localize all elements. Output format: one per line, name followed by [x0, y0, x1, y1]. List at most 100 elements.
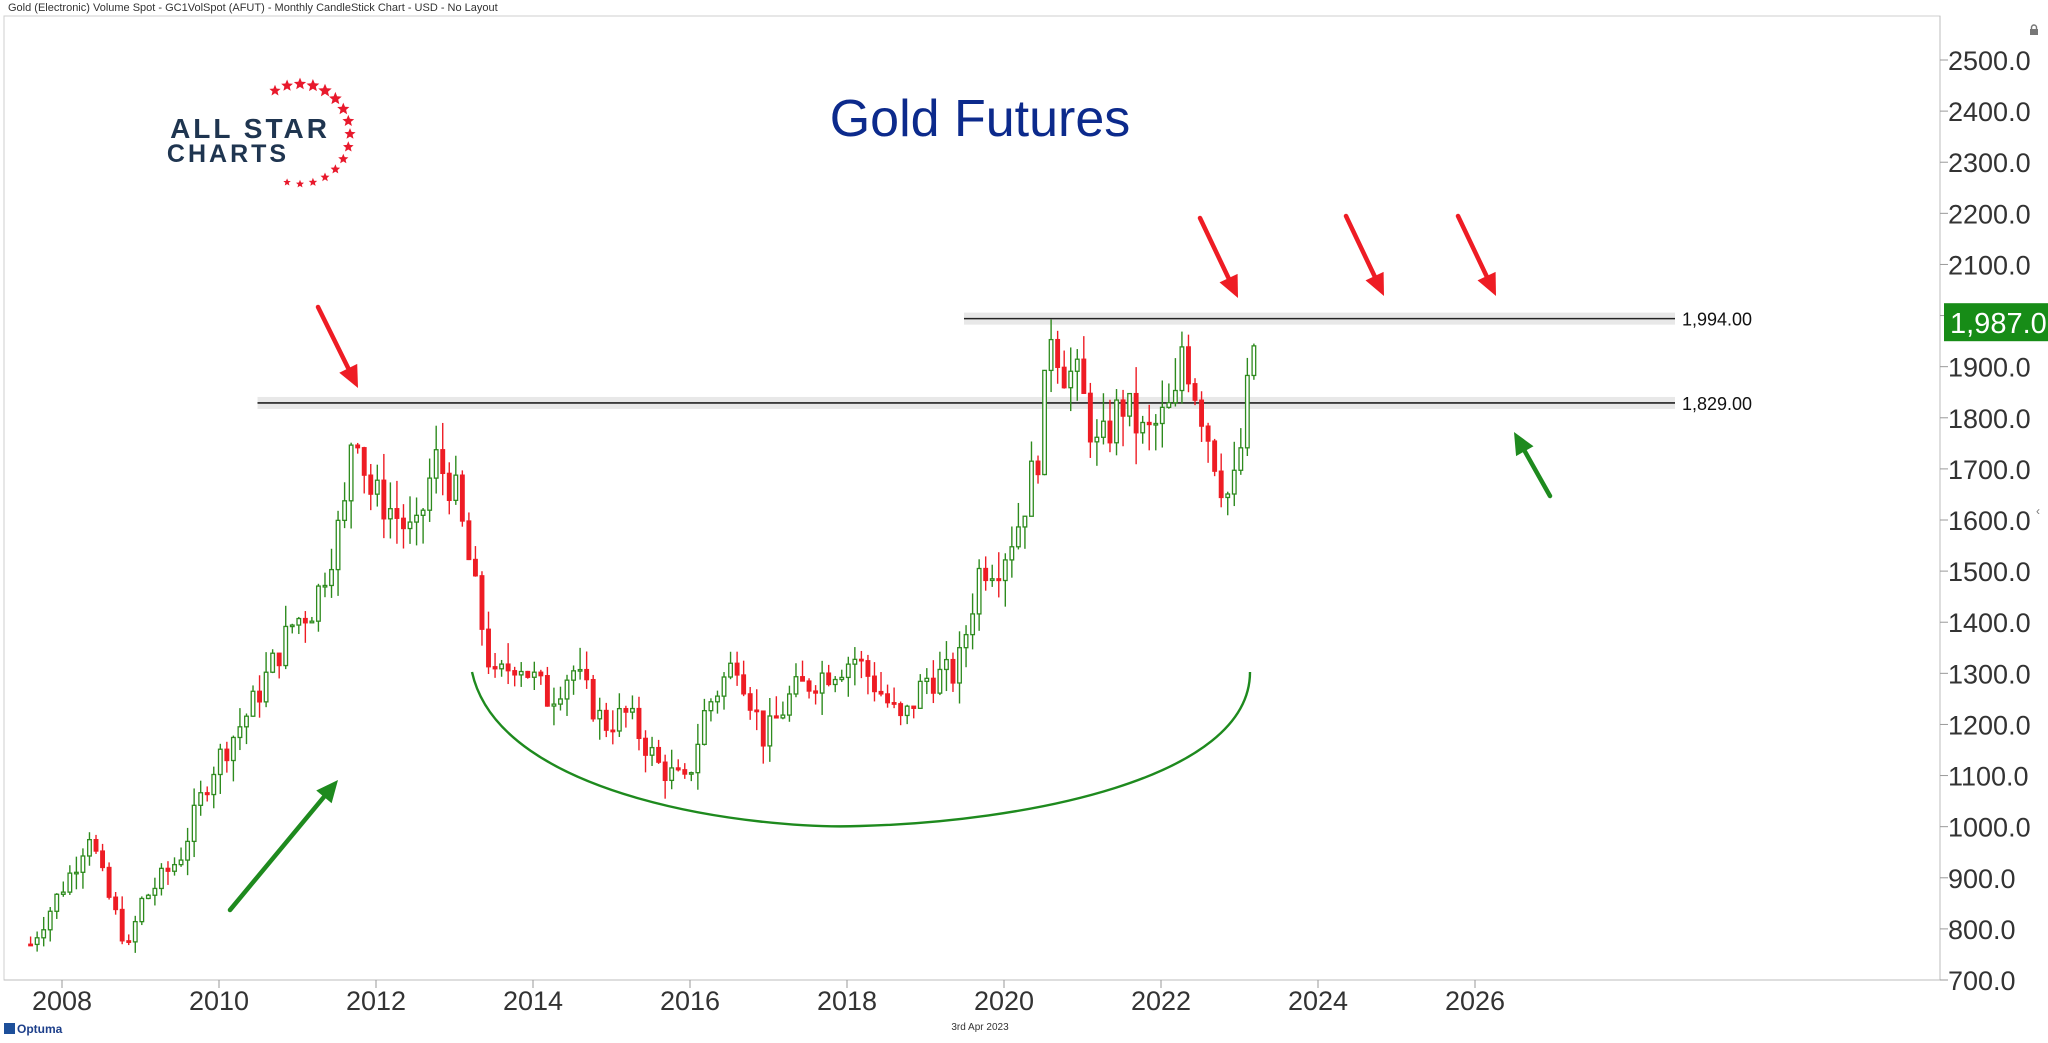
- candle: [296, 616, 302, 635]
- candle: [47, 907, 53, 942]
- collapse-handle-icon[interactable]: ‹: [2036, 504, 2040, 518]
- candle-body: [708, 701, 714, 712]
- candle: [996, 552, 1002, 598]
- optuma-icon: [4, 1023, 15, 1034]
- candle: [1002, 553, 1008, 607]
- candle: [93, 834, 99, 854]
- candle-body: [100, 850, 106, 869]
- candle-body: [970, 613, 976, 636]
- candle-body: [93, 838, 99, 852]
- candle-body: [1022, 515, 1028, 528]
- candle-body: [1205, 425, 1211, 442]
- lock-icon[interactable]: [2028, 24, 2040, 36]
- candle-body: [420, 509, 426, 516]
- candle-body: [688, 772, 694, 775]
- candle: [636, 696, 642, 751]
- logo-star-icon: [306, 79, 320, 92]
- candle: [355, 442, 361, 454]
- candle: [852, 647, 858, 686]
- candle: [1061, 350, 1067, 389]
- chart-header-title: Gold (Electronic) Volume Spot - GC1VolSp…: [8, 2, 498, 14]
- candle: [315, 583, 321, 632]
- candle: [1238, 428, 1244, 475]
- x-tick-label: 2008: [32, 986, 92, 1016]
- candle-body: [1055, 338, 1061, 368]
- candle-body: [1179, 346, 1185, 392]
- candle-body: [963, 633, 969, 649]
- candle-body: [957, 647, 962, 684]
- x-tick-label: 2010: [189, 986, 249, 1016]
- y-tick-label: 1100.0: [1948, 762, 2029, 792]
- candle: [813, 685, 819, 705]
- candle-body: [721, 676, 727, 697]
- candle-body: [276, 652, 282, 667]
- candle-body: [878, 690, 884, 695]
- candle: [538, 669, 544, 685]
- candle: [708, 698, 714, 722]
- candle: [87, 832, 92, 866]
- candle: [54, 893, 60, 919]
- candle: [747, 687, 753, 720]
- candle: [950, 652, 956, 692]
- candle-body: [387, 508, 393, 520]
- candle-body: [486, 628, 491, 668]
- candle: [1172, 358, 1178, 407]
- candle: [1015, 502, 1021, 550]
- candle-body: [499, 663, 505, 670]
- vendor-name: Optuma: [17, 1022, 63, 1036]
- candle-body: [512, 670, 518, 676]
- candle-body: [54, 893, 60, 912]
- candle: [283, 605, 289, 670]
- candle: [558, 686, 563, 711]
- candle-body: [793, 676, 799, 695]
- candle: [1153, 414, 1159, 451]
- candle-body: [113, 896, 119, 911]
- candle-body: [172, 863, 177, 872]
- candle: [989, 564, 995, 587]
- candle-body: [472, 558, 478, 577]
- candle: [34, 931, 40, 952]
- candle-body: [682, 769, 688, 775]
- candle-body: [1048, 338, 1054, 372]
- candle: [701, 698, 707, 746]
- candle-body: [178, 859, 184, 866]
- candle-body: [1238, 447, 1244, 471]
- candle: [446, 462, 452, 515]
- x-tick-label: 2016: [660, 986, 720, 1016]
- candle-body: [1172, 389, 1178, 404]
- candle-body: [374, 479, 380, 495]
- candle: [793, 663, 799, 698]
- candle: [466, 512, 472, 561]
- candle-body: [806, 680, 812, 692]
- candle: [682, 763, 688, 779]
- candle-body: [1127, 392, 1133, 417]
- candle: [1048, 319, 1054, 393]
- candle-body: [656, 746, 662, 763]
- candle-body: [401, 517, 406, 530]
- candle: [237, 708, 243, 751]
- candle: [924, 668, 930, 695]
- candle: [564, 674, 570, 716]
- candle: [865, 654, 871, 695]
- candle: [1218, 453, 1224, 508]
- candle: [440, 422, 446, 496]
- candle-body: [315, 585, 321, 622]
- candle-body: [715, 695, 720, 703]
- candle: [1251, 343, 1257, 380]
- candle-body: [1153, 422, 1159, 426]
- candle: [1081, 336, 1087, 394]
- candle-body: [505, 663, 511, 672]
- candle: [1225, 491, 1231, 516]
- candle-body: [322, 584, 328, 588]
- candle: [806, 678, 812, 699]
- candle-body: [342, 500, 348, 522]
- candle-body: [1166, 402, 1172, 408]
- logo-star-icon: [269, 84, 281, 96]
- candle-body: [224, 748, 230, 762]
- candle-body: [361, 447, 367, 476]
- candle-body: [989, 578, 995, 582]
- candle: [773, 696, 779, 719]
- candle-body: [623, 707, 629, 713]
- candle: [839, 669, 845, 682]
